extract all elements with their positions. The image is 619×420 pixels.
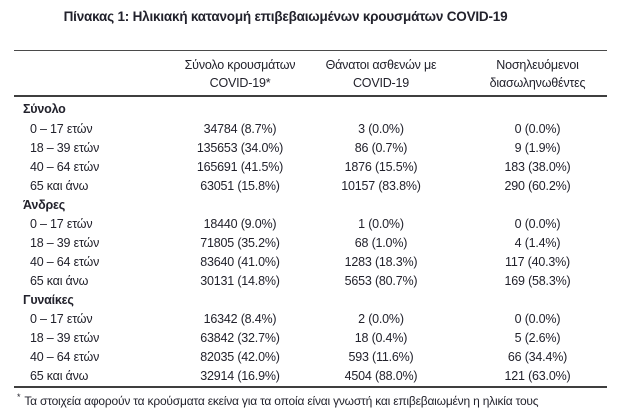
- row-label: 0 – 17 ετών: [30, 312, 93, 326]
- cell-deaths: 1876 (15.5%): [344, 160, 418, 174]
- table-row: 65 και άνω 32914 (16.9%) 4504 (88.0%) 12…: [14, 367, 607, 387]
- cell-deaths: 86 (0.7%): [354, 141, 408, 155]
- report-page: Πίνακας 1: Ηλικιακή κατανομή επιβεβαιωμέ…: [0, 9, 619, 420]
- cell-cases: 82035 (42.0%): [200, 350, 280, 364]
- cell-cases: 16342 (8.4%): [203, 312, 277, 326]
- cell-cases: 63842 (32.7%): [200, 331, 280, 345]
- table-row: 18 – 39 ετών 63842 (32.7%) 18 (0.4%) 5 (…: [14, 329, 607, 348]
- cell-deaths: 2 (0.0%): [358, 312, 404, 326]
- cell-deaths: 1 (0.0%): [358, 217, 404, 231]
- header-intubated-line1: Νοσηλευόμενοι: [496, 58, 579, 72]
- cell-deaths: 4504 (88.0%): [344, 369, 418, 383]
- cell-intubated: 5 (2.6%): [514, 331, 561, 345]
- cell-deaths: 1283 (18.3%): [344, 255, 418, 269]
- header-total-cases-line2: COVID-19*: [209, 76, 271, 90]
- table-row: 0 – 17 ετών 34784 (8.7%) 3 (0.0%) 0 (0.0…: [14, 120, 607, 139]
- cell-cases: 18440 (9.0%): [203, 217, 277, 231]
- table-row: 0 – 17 ετών 16342 (8.4%) 2 (0.0%) 0 (0.0…: [14, 310, 607, 329]
- cell-deaths: 3 (0.0%): [358, 122, 404, 136]
- table-row: 40 – 64 ετών 82035 (42.0%) 593 (11.6%) 6…: [14, 348, 607, 367]
- cell-intubated: 9 (1.9%): [514, 141, 561, 155]
- cell-intubated: 169 (58.3%): [504, 274, 571, 288]
- header-total-cases: Σύνολο κρουσμάτων COVID-19*: [164, 50, 316, 97]
- header-intubated-line2: διασωληνωθέντες: [489, 76, 586, 90]
- header-deaths-line2: COVID-19: [352, 76, 410, 90]
- table-header: Σύνολο κρουσμάτων COVID-19* Θάνατοι ασθε…: [14, 50, 607, 97]
- table-row: 65 και άνω 30131 (14.8%) 5653 (80.7%) 16…: [14, 272, 607, 291]
- table-row: 65 και άνω 63051 (15.8%) 10157 (83.8%) 2…: [14, 177, 607, 196]
- table-body: Σύνολο 0 – 17 ετών 34784 (8.7%) 3 (0.0%)…: [14, 96, 607, 387]
- footnote-text: Τα στοιχεία αφορούν τα κρούσματα εκείνα …: [24, 394, 539, 408]
- cell-cases: 30131 (14.8%): [200, 274, 280, 288]
- cell-deaths: 18 (0.4%): [354, 331, 408, 345]
- table-row: 18 – 39 ετών 71805 (35.2%) 68 (1.0%) 4 (…: [14, 234, 607, 253]
- section-label: Γυναίκες: [23, 293, 74, 307]
- table-title: Πίνακας 1: Ηλικιακή κατανομή επιβεβαιωμέ…: [63, 9, 508, 24]
- header-deaths-line1: Θάνατοι ασθενών με: [325, 58, 437, 72]
- cell-deaths: 593 (11.6%): [348, 350, 414, 364]
- footnote-marker: *: [17, 392, 21, 402]
- cell-deaths: 68 (1.0%): [354, 236, 408, 250]
- cell-intubated: 121 (63.0%): [504, 369, 571, 383]
- section-label: Σύνολο: [23, 102, 66, 116]
- section-row-men: Άνδρες: [14, 196, 607, 215]
- header-deaths: Θάνατοι ασθενών με COVID-19: [316, 50, 446, 97]
- section-label: Άνδρες: [23, 198, 66, 212]
- cell-cases: 165691 (41.5%): [196, 160, 284, 174]
- cell-deaths: 5653 (80.7%): [344, 274, 418, 288]
- row-label: 40 – 64 ετών: [30, 160, 100, 174]
- row-label: 0 – 17 ετών: [30, 217, 93, 231]
- table-row: 40 – 64 ετών 83640 (41.0%) 1283 (18.3%) …: [14, 253, 607, 272]
- cell-intubated: 0 (0.0%): [514, 217, 561, 231]
- row-label: 18 – 39 ετών: [30, 236, 100, 250]
- cell-intubated: 117 (40.3%): [505, 255, 570, 269]
- table-row: 18 – 39 ετών 135653 (34.0%) 86 (0.7%) 9 …: [14, 139, 607, 158]
- section-row-women: Γυναίκες: [14, 291, 607, 310]
- header-empty: [14, 50, 164, 97]
- row-label: 65 και άνω: [30, 179, 89, 193]
- cell-cases: 71805 (35.2%): [200, 236, 280, 250]
- row-label: 40 – 64 ετών: [30, 350, 100, 364]
- cell-cases: 32914 (16.9%): [200, 369, 280, 383]
- row-label: 0 – 17 ετών: [30, 122, 93, 136]
- cell-intubated: 0 (0.0%): [514, 312, 561, 326]
- cell-intubated: 290 (60.2%): [504, 179, 571, 193]
- cell-deaths: 10157 (83.8%): [341, 179, 421, 193]
- row-label: 18 – 39 ετών: [30, 141, 100, 155]
- cell-intubated: 0 (0.0%): [514, 122, 561, 136]
- footnote: * Τα στοιχεία αφορούν τα κρούσματα εκείνα…: [17, 392, 619, 408]
- cell-intubated: 4 (1.4%): [514, 236, 561, 250]
- row-label: 18 – 39 ετών: [30, 331, 100, 345]
- cell-cases: 135653 (34.0%): [196, 141, 284, 155]
- row-label: 65 και άνω: [30, 274, 89, 288]
- cell-cases: 34784 (8.7%): [203, 122, 277, 136]
- row-label: 65 και άνω: [30, 369, 89, 383]
- covid-age-distribution-table: Σύνολο κρουσμάτων COVID-19* Θάνατοι ασθε…: [14, 50, 607, 388]
- row-label: 40 – 64 ετών: [30, 255, 100, 269]
- cell-cases: 63051 (15.8%): [200, 179, 280, 193]
- cell-cases: 83640 (41.0%): [200, 255, 280, 269]
- section-row-total: Σύνολο: [14, 96, 607, 120]
- header-total-cases-line1: Σύνολο κρουσμάτων: [184, 58, 296, 72]
- cell-intubated: 66 (34.4%): [507, 350, 568, 364]
- header-intubated: Νοσηλευόμενοι διασωληνωθέντες: [446, 50, 607, 97]
- cell-intubated: 183 (38.0%): [504, 160, 571, 174]
- table-row: 40 – 64 ετών 165691 (41.5%) 1876 (15.5%)…: [14, 158, 607, 177]
- table-row: 0 – 17 ετών 18440 (9.0%) 1 (0.0%) 0 (0.0…: [14, 215, 607, 234]
